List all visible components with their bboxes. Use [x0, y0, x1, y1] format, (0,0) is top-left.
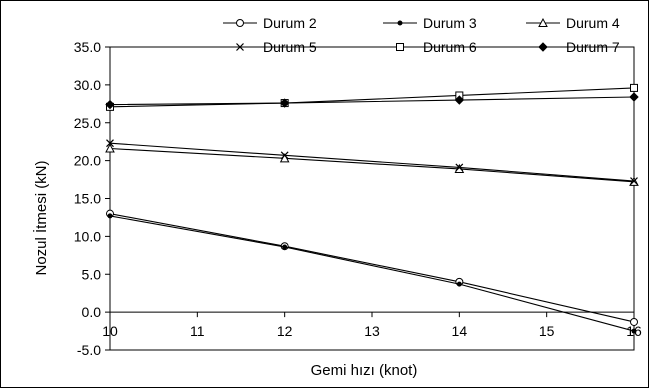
legend-marker [396, 43, 404, 51]
y-tick-label: 15.0 [74, 191, 101, 207]
legend-label: Durum 5 [263, 39, 317, 55]
x-stroke [455, 163, 464, 172]
y-tick-label: 5.0 [82, 266, 102, 282]
x-tick-label: 13 [364, 323, 380, 339]
x-stroke [106, 139, 114, 148]
series-durum-7 [105, 92, 639, 110]
series-line-durum-6 [109, 87, 635, 108]
data-point-durum-3 [456, 281, 462, 287]
data-point-durum-7 [279, 98, 290, 108]
series-lines [105, 83, 639, 334]
legend-marker [236, 19, 244, 27]
y-axis-ticks: 35.0 30.0 25.0 20.0 15.0 10.0 5.0 0.0 -5.0 [74, 39, 110, 358]
legend-label: Durum 2 [263, 15, 317, 31]
series-durum-6 [106, 83, 638, 111]
y-tick-label: 0.0 [82, 304, 102, 320]
legend-label: Durum 4 [566, 15, 620, 31]
data-point-durum-7 [454, 95, 465, 105]
legend-marker [538, 17, 548, 27]
data-point-durum-3 [282, 244, 288, 250]
x-tick-label: 10 [102, 323, 118, 339]
series-durum-4 [105, 143, 639, 186]
x-tick-label: 15 [539, 323, 555, 339]
data-point-durum-5 [106, 139, 114, 148]
series-durum-2 [106, 209, 638, 326]
data-point-durum-5 [630, 177, 638, 186]
data-point-durum-5 [455, 163, 464, 172]
x-stroke [630, 177, 638, 186]
data-point-durum-5 [280, 151, 289, 160]
legend-item-durum-3: Durum 3 [383, 15, 477, 31]
legend-item-durum-5: Durum 5 [223, 39, 317, 55]
x-axis-ticks: 10111213141516 [102, 312, 642, 339]
series-line-durum-3 [109, 215, 635, 332]
series-line-durum-7 [109, 96, 635, 106]
x-tick-label: 12 [277, 323, 293, 339]
y-tick-label: 25.0 [74, 115, 101, 131]
data-point-durum-3 [107, 213, 113, 219]
series-durum-3 [107, 213, 637, 334]
data-point-durum-4 [105, 143, 115, 153]
data-point-durum-7 [105, 99, 115, 110]
y-tick-label: 35.0 [74, 39, 101, 55]
axes [109, 46, 635, 351]
x-tick-label: 14 [452, 323, 468, 339]
y-tick-label: 20.0 [74, 153, 101, 169]
data-point-durum-2 [630, 317, 638, 326]
y-axis-label: Nozul İtmesi (kN) [32, 160, 50, 275]
x-stroke [280, 151, 289, 160]
x-tick-label: 11 [190, 323, 205, 339]
y-tick-label: -5.0 [77, 342, 101, 358]
legend: Durum 2 Durum 3 Durum 4 Durum 5 Durum 6 Durum… [223, 15, 620, 55]
legend-label: Durum 7 [566, 39, 620, 55]
legend-label: Durum 6 [423, 39, 477, 55]
data-point-durum-3 [631, 328, 637, 334]
legend-label: Durum 3 [423, 15, 477, 31]
x-stroke [236, 43, 244, 51]
legend-marker [397, 20, 403, 26]
plot-area [109, 46, 635, 351]
legend-marker [236, 43, 244, 51]
legend-item-durum-6: Durum 6 [383, 39, 477, 55]
legend-item-durum-2: Durum 2 [223, 15, 317, 31]
legend-item-durum-4: Durum 4 [526, 15, 620, 31]
series-line-durum-4 [109, 147, 635, 183]
data-point-durum-7 [629, 92, 639, 102]
series-line-durum-5 [109, 142, 635, 182]
legend-item-durum-7: Durum 7 [526, 39, 620, 55]
series-line-durum-2 [109, 213, 635, 323]
y-tick-label: 30.0 [74, 77, 101, 93]
series-durum-5 [106, 139, 638, 186]
x-axis-label: Gemi hızı (knot) [311, 362, 418, 379]
y-tick-label: 10.0 [74, 228, 101, 244]
legend-marker [538, 42, 548, 52]
data-point-durum-6 [630, 83, 638, 92]
